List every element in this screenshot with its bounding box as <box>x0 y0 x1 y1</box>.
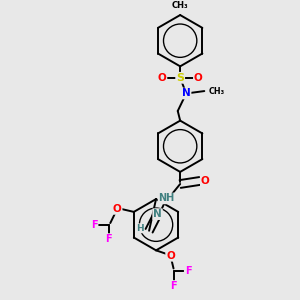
Text: F: F <box>91 220 98 230</box>
Text: O: O <box>113 204 122 214</box>
Text: H: H <box>136 224 144 233</box>
Text: S: S <box>176 73 184 83</box>
Text: N: N <box>153 209 162 219</box>
Text: O: O <box>194 73 203 83</box>
Text: NH: NH <box>158 194 175 203</box>
Text: F: F <box>106 234 112 244</box>
Text: F: F <box>170 281 177 291</box>
Text: O: O <box>166 251 175 261</box>
Text: N: N <box>182 88 190 98</box>
Text: CH₃: CH₃ <box>172 1 188 10</box>
Text: O: O <box>201 176 210 186</box>
Text: CH₃: CH₃ <box>209 87 225 96</box>
Text: O: O <box>158 73 167 83</box>
Text: F: F <box>185 266 191 277</box>
